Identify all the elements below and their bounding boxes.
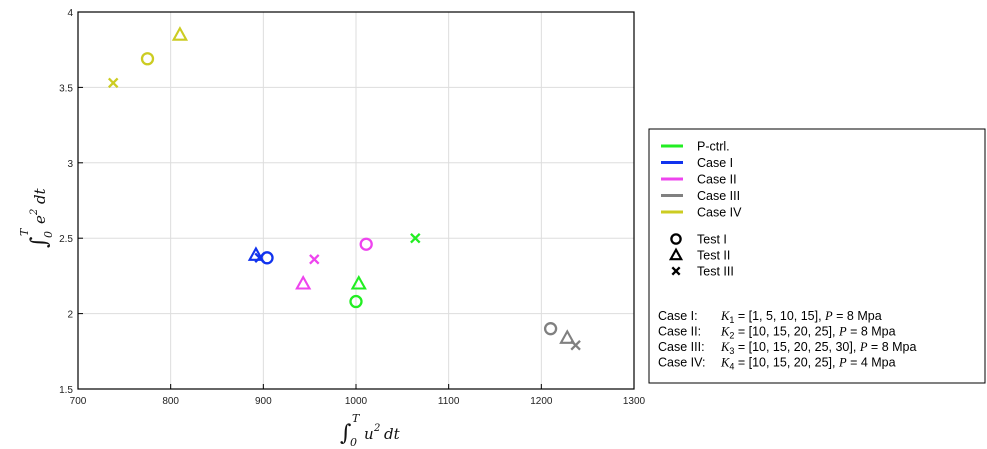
x-tick-label: 1000 <box>345 396 368 407</box>
data-point <box>309 254 320 265</box>
legend-label: Case I <box>697 156 733 170</box>
legend-marker-item: Test III <box>671 265 734 279</box>
data-point <box>108 77 119 89</box>
data-point <box>359 237 373 251</box>
svg-text:T: T <box>18 227 31 236</box>
x-tick-label: 1300 <box>623 396 646 407</box>
case-note-label: Case II: <box>658 325 701 339</box>
legend-item: Case IV <box>661 206 742 220</box>
y-tick-label: 2 <box>67 310 73 321</box>
data-point <box>254 252 265 264</box>
legend: P-ctrl. Case I Case II Case III Case IV Test… <box>648 128 986 384</box>
data-point <box>543 322 558 336</box>
y-axis-label: ∫ T 0 e 2 dt <box>18 187 55 248</box>
legend-item: Case I <box>661 156 733 170</box>
svg-text:∫: ∫ <box>340 421 352 446</box>
data-points <box>108 26 581 351</box>
legend-label: Case II <box>697 173 737 187</box>
case-note-formula: K3 = [10, 15, 20, 25, 30], P = 8 Mpa <box>720 340 916 356</box>
legend-item: Case II <box>661 173 737 187</box>
y-tick-label: 4 <box>67 8 73 19</box>
svg-text:2: 2 <box>29 209 40 216</box>
data-point <box>349 294 363 309</box>
data-point <box>295 274 312 290</box>
x-axis-label: ∫ T 0 u 2 dt <box>340 412 401 449</box>
case-note: Case IV: K4 = [10, 15, 20, 25], P = 4 Mpa <box>658 356 896 372</box>
grid <box>78 12 634 389</box>
y-tick-label: 1.5 <box>59 385 73 396</box>
x-tick-label: 1200 <box>530 396 553 407</box>
svg-text:e: e <box>31 215 49 224</box>
legend-marker-label: Test I <box>697 233 727 247</box>
legend-marker-item: Test I <box>670 233 727 247</box>
case-note: Case III: K3 = [10, 15, 20, 25, 30], P = … <box>658 340 916 356</box>
legend-marker-label: Test II <box>697 249 730 263</box>
y-tick-label: 3 <box>67 159 73 170</box>
case-note-formula: K2 = [10, 15, 20, 25], P = 8 Mpa <box>720 325 896 341</box>
case-note-label: Case III: <box>658 340 705 354</box>
legend-marker-label: Test III <box>697 265 734 279</box>
legend-item: Case III <box>661 189 740 203</box>
data-point <box>570 340 581 351</box>
x-tick-label: 1100 <box>438 396 460 407</box>
x-tick-label: 700 <box>70 396 87 407</box>
y-tick-label: 3.5 <box>59 83 73 94</box>
legend-marker-triangle <box>668 247 684 261</box>
legend-label: Case IV <box>697 206 742 220</box>
case-note: Case II: K2 = [10, 15, 20, 25], P = 8 Mpa <box>658 325 896 341</box>
svg-text:dt: dt <box>31 187 49 204</box>
x-tick-label: 800 <box>162 396 179 407</box>
x-axis-ticks: 700 800 900 1000 1100 1200 1300 <box>70 384 646 407</box>
case-note: Case I: K1 = [1, 5, 10, 15], P = 8 Mpa <box>658 309 882 325</box>
svg-text:u: u <box>364 425 374 443</box>
svg-text:0: 0 <box>42 231 55 238</box>
case-note-label: Case I: <box>658 309 698 323</box>
svg-text:dt: dt <box>384 425 401 443</box>
legend-marker-item: Test II <box>668 247 730 263</box>
svg-text:T: T <box>352 412 361 425</box>
data-point <box>140 52 155 66</box>
data-point <box>410 232 421 244</box>
legend-label: Case III <box>697 189 740 203</box>
y-axis-ticks: 1.5 2 2.5 3 3.5 4 <box>59 8 83 396</box>
legend-label: P-ctrl. <box>697 140 730 154</box>
legend-marker-x <box>671 266 681 276</box>
legend-item: P-ctrl. <box>661 140 730 154</box>
svg-text:∫: ∫ <box>27 236 52 248</box>
data-point <box>171 26 189 41</box>
case-note-formula: K1 = [1, 5, 10, 15], P = 8 Mpa <box>720 309 882 325</box>
legend-marker-circle <box>670 233 682 245</box>
data-point <box>350 274 367 290</box>
data-point <box>559 329 576 344</box>
case-note-label: Case IV: <box>658 356 705 370</box>
y-tick-label: 2.5 <box>59 234 73 245</box>
data-point <box>247 246 265 261</box>
x-tick-label: 900 <box>255 396 272 407</box>
case-note-formula: K4 = [10, 15, 20, 25], P = 4 Mpa <box>720 356 896 372</box>
svg-text:2: 2 <box>373 423 380 434</box>
svg-text:0: 0 <box>350 436 357 449</box>
legend-frame <box>648 128 986 384</box>
